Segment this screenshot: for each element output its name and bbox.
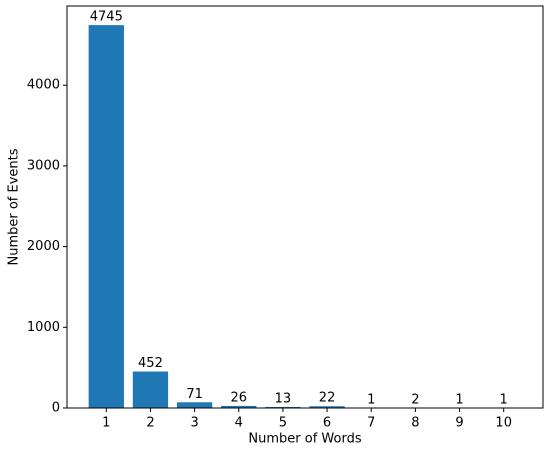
x-tick-label: 6 [323,416,331,431]
y-tick-label: 0 [52,401,60,416]
bar [309,406,345,408]
x-axis-label: Number of Words [248,432,361,447]
y-axis-label: Number of Events [7,148,22,265]
data-label: 2 [411,392,419,407]
data-label: 26 [230,390,247,405]
x-tick-label: 5 [279,416,287,431]
data-label: 71 [186,387,203,402]
y-tick-label: 1000 [27,320,60,335]
y-tick-label: 4000 [27,78,60,93]
plot-frame [66,5,544,409]
bar [88,25,124,408]
bar [176,402,213,408]
x-tick-label: 8 [411,416,419,431]
bar [221,405,257,408]
x-tick-label: 1 [102,416,110,431]
data-label: 13 [275,391,292,406]
bar [132,371,169,408]
x-tick-label: 9 [455,416,463,431]
x-tick-label: 3 [190,416,198,431]
x-tick-label: 2 [146,416,154,431]
data-label: 452 [138,356,163,371]
data-label: 1 [455,392,463,407]
x-tick-label: 7 [367,416,375,431]
data-label: 22 [319,391,336,406]
data-label: 1 [500,392,508,407]
x-tick-label: 4 [235,416,243,431]
data-label: 1 [367,392,375,407]
y-tick-label: 2000 [27,239,60,254]
y-tick-label: 3000 [27,158,60,173]
data-label: 4745 [90,10,123,25]
bar [265,406,301,408]
x-tick-label: 10 [495,416,512,431]
